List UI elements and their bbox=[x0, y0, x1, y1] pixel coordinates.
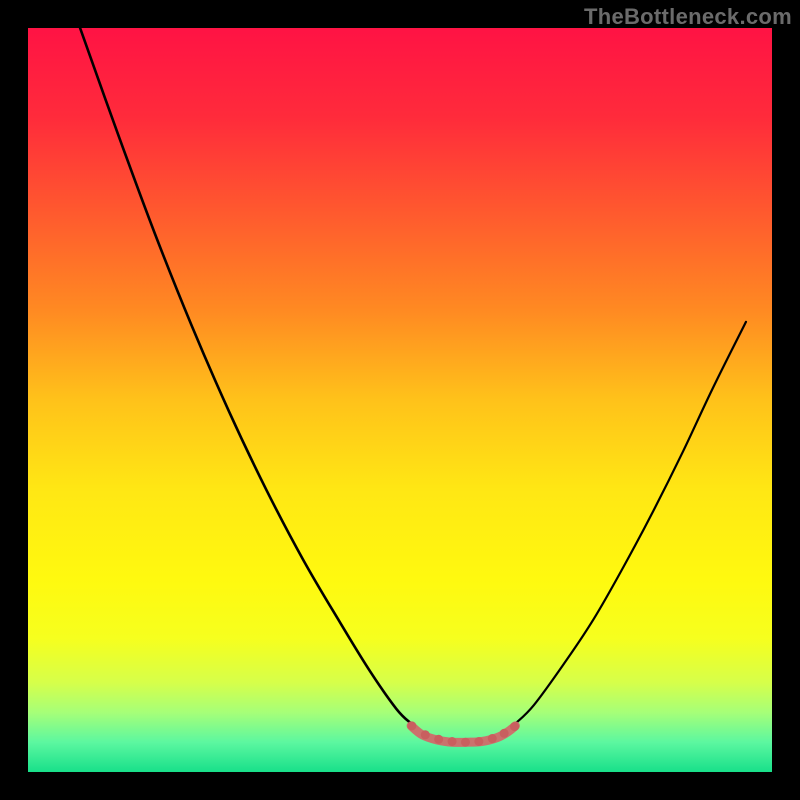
chart-canvas bbox=[0, 0, 800, 800]
bottleneck-chart: TheBottleneck.com bbox=[0, 0, 800, 800]
watermark-label: TheBottleneck.com bbox=[584, 4, 792, 30]
